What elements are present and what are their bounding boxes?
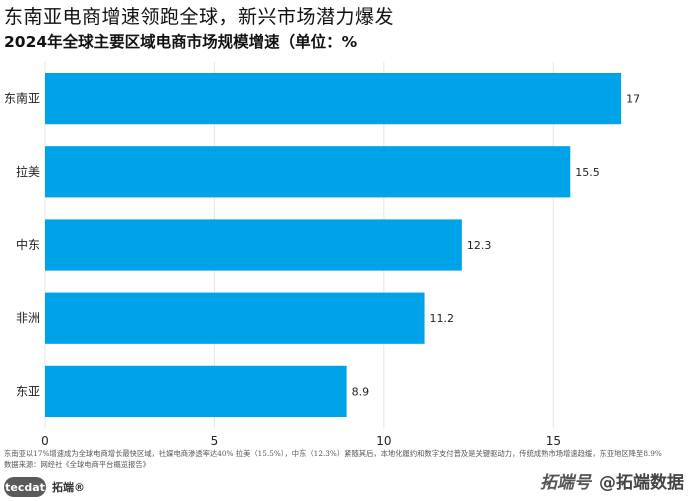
category-label-1: 拉美: [16, 164, 40, 179]
bar-2: [45, 219, 462, 271]
watermark-main: @拓端数据: [599, 472, 684, 493]
watermark-logo: 拓端号 @拓端数据: [540, 466, 684, 494]
data-label-4: 8.9: [352, 385, 370, 398]
category-label-0: 东南亚: [4, 91, 40, 106]
x-tick-label-2: 10: [376, 434, 391, 448]
bar-4: [45, 365, 347, 418]
data-label-3: 11.2: [430, 312, 455, 325]
x-tick-label-3: 15: [546, 434, 561, 448]
data-label-0: 17: [626, 93, 640, 106]
tecdat-badge: tecdat: [4, 477, 46, 497]
tuoduan-small-logo: 拓端®: [52, 481, 85, 494]
category-label-4: 东亚: [16, 384, 40, 398]
bar-0: [45, 72, 622, 125]
chart-title: 东南亚电商增速领跑全球，新兴市场潜力爆发: [4, 6, 395, 28]
footnote-line-1: 东南亚以17%增速成为全球电商增长最快区域，社媒电商渗透率达40% 拉美（15.…: [4, 449, 662, 458]
data-label-2: 12.3: [467, 239, 492, 252]
bar-1: [45, 146, 571, 198]
footnote: 东南亚以17%增速成为全球电商增长最快区域，社媒电商渗透率达40% 拉美（15.…: [4, 448, 688, 470]
category-label-2: 中东: [16, 237, 40, 252]
tecdat-logo: tecdat 拓端®: [4, 476, 85, 498]
data-label-1: 15.5: [575, 166, 600, 179]
watermark-italic: 拓端号: [540, 472, 591, 493]
category-label-3: 非洲: [16, 311, 40, 325]
footnote-line-2: 数据来源：网经社《全球电商平台概览报告》: [4, 460, 150, 469]
x-tick-label-1: 5: [211, 434, 219, 448]
bar-3: [45, 292, 425, 344]
x-tick-label-0: 0: [41, 434, 49, 448]
chart-subtitle: 2024年全球主要区域电商市场规模增速（单位：%: [4, 33, 358, 51]
